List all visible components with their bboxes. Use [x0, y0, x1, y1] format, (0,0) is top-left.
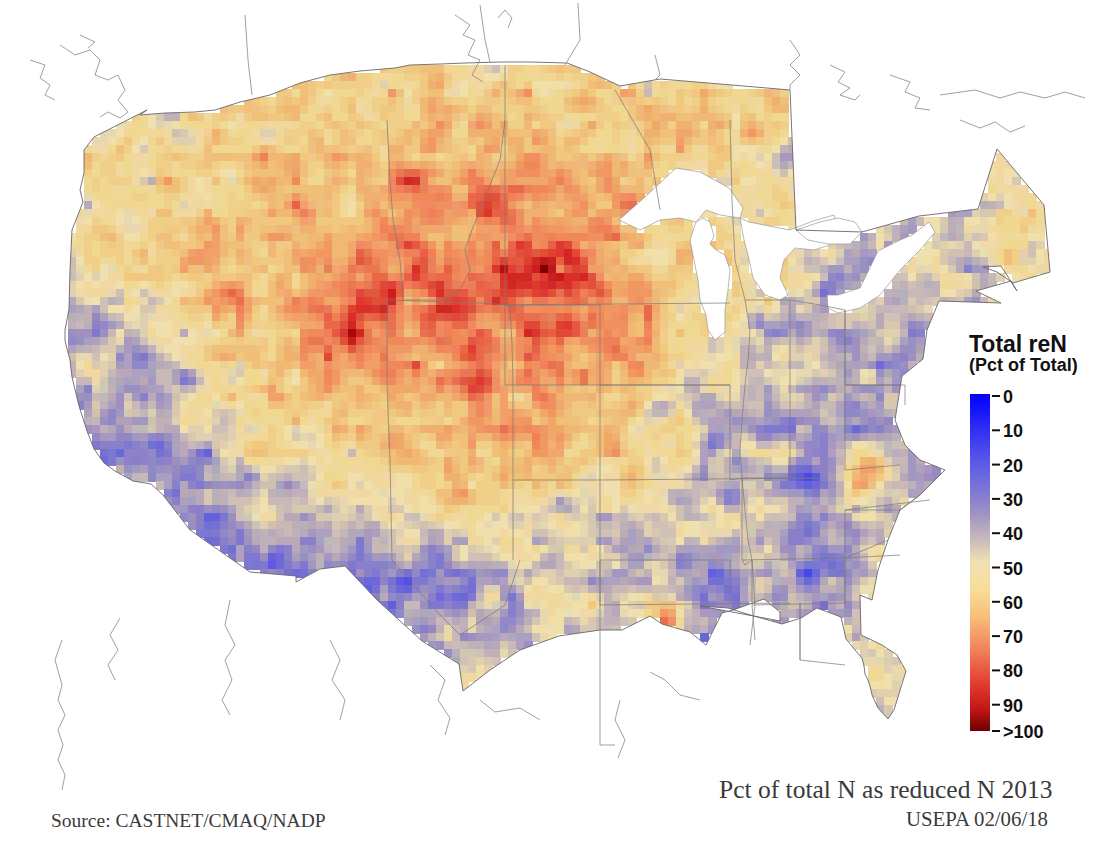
svg-text:90: 90 — [1003, 696, 1023, 716]
svg-text:(Pct of Total): (Pct of Total) — [969, 355, 1078, 375]
svg-text:Pct of total N as reduced N 20: Pct of total N as reduced N 2013 — [719, 775, 1053, 804]
svg-text:80: 80 — [1003, 661, 1023, 681]
svg-text:>100: >100 — [1003, 722, 1044, 742]
svg-text:30: 30 — [1003, 490, 1023, 510]
svg-text:40: 40 — [1003, 524, 1023, 544]
svg-text:60: 60 — [1003, 593, 1023, 613]
svg-text:0: 0 — [1003, 387, 1013, 407]
svg-text:70: 70 — [1003, 627, 1023, 647]
svg-text:10: 10 — [1003, 421, 1023, 441]
svg-text:50: 50 — [1003, 559, 1023, 579]
svg-text:Total reN: Total reN — [969, 331, 1067, 357]
svg-text:20: 20 — [1003, 456, 1023, 476]
svg-text:Source: CASTNET/CMAQ/NADP: Source: CASTNET/CMAQ/NADP — [51, 810, 326, 831]
svg-text:USEPA 02/06/18: USEPA 02/06/18 — [906, 807, 1048, 830]
